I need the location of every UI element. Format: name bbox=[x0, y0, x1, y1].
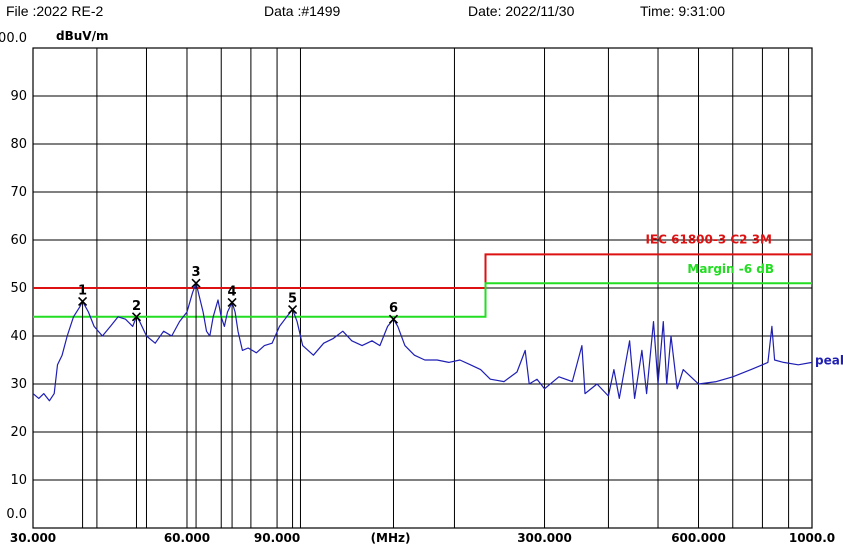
marker-cross bbox=[191, 278, 201, 288]
y-tick-label: 30 bbox=[10, 377, 27, 392]
y-tick-label: 60 bbox=[10, 233, 27, 248]
marker-label: 5 bbox=[288, 292, 297, 307]
marker-label: 4 bbox=[228, 284, 237, 299]
marker-cross bbox=[287, 305, 298, 315]
y-tick-label: 20 bbox=[10, 425, 27, 440]
y-tick-label: 70 bbox=[10, 185, 27, 200]
x-tick-label: 90.000 bbox=[254, 531, 300, 545]
label-layer: 0.0 10 20 30 40 50 60 70 80 90 100.0 30.000 60.000 90… bbox=[0, 31, 843, 545]
x-tick-label: 1000.0 bbox=[789, 531, 835, 545]
x-tick-label: 30.000 bbox=[10, 531, 56, 545]
limit-line bbox=[33, 253, 812, 289]
marker-label: 2 bbox=[132, 299, 141, 314]
marker-cross bbox=[227, 297, 237, 307]
marker-cross bbox=[131, 312, 142, 322]
y-tick-label: 100.0 bbox=[0, 31, 27, 46]
y-tick-label: 80 bbox=[10, 137, 27, 152]
y-tick-label: 0.0 bbox=[6, 507, 27, 522]
marker-cross bbox=[388, 314, 399, 324]
x-tick-label: 600.000 bbox=[671, 531, 726, 545]
x-tick-label: 300.000 bbox=[517, 531, 572, 545]
marker-label: 6 bbox=[389, 301, 398, 316]
header-file: File :2022 RE-2 bbox=[6, 3, 104, 19]
header-date: Date: 2022/11/30 bbox=[468, 3, 575, 19]
y-axis-label: dBuV/m bbox=[56, 29, 108, 43]
limit-line-label: IEC 61800-3 C2 3M bbox=[645, 232, 772, 246]
header-time: Time: 9:31:00 bbox=[640, 3, 726, 19]
y-tick-label: 40 bbox=[10, 329, 27, 344]
peak-trace bbox=[32, 282, 813, 402]
marker-label: 1 bbox=[78, 283, 87, 298]
margin-line-label: Margin -6 dB bbox=[687, 262, 774, 276]
y-tick-label: 90 bbox=[10, 89, 27, 104]
x-tick-label: (MHz) bbox=[371, 531, 411, 545]
x-tick-label: 60.000 bbox=[164, 531, 210, 545]
line-layer bbox=[32, 253, 813, 528]
y-tick-label: 50 bbox=[10, 281, 27, 296]
header-data: Data :#1499 bbox=[264, 3, 341, 19]
y-tick-label: 10 bbox=[10, 473, 27, 488]
marker-label: 3 bbox=[192, 265, 201, 280]
series-label-peak: peak bbox=[815, 353, 843, 367]
margin-line bbox=[33, 282, 812, 318]
marker-cross bbox=[78, 296, 88, 307]
